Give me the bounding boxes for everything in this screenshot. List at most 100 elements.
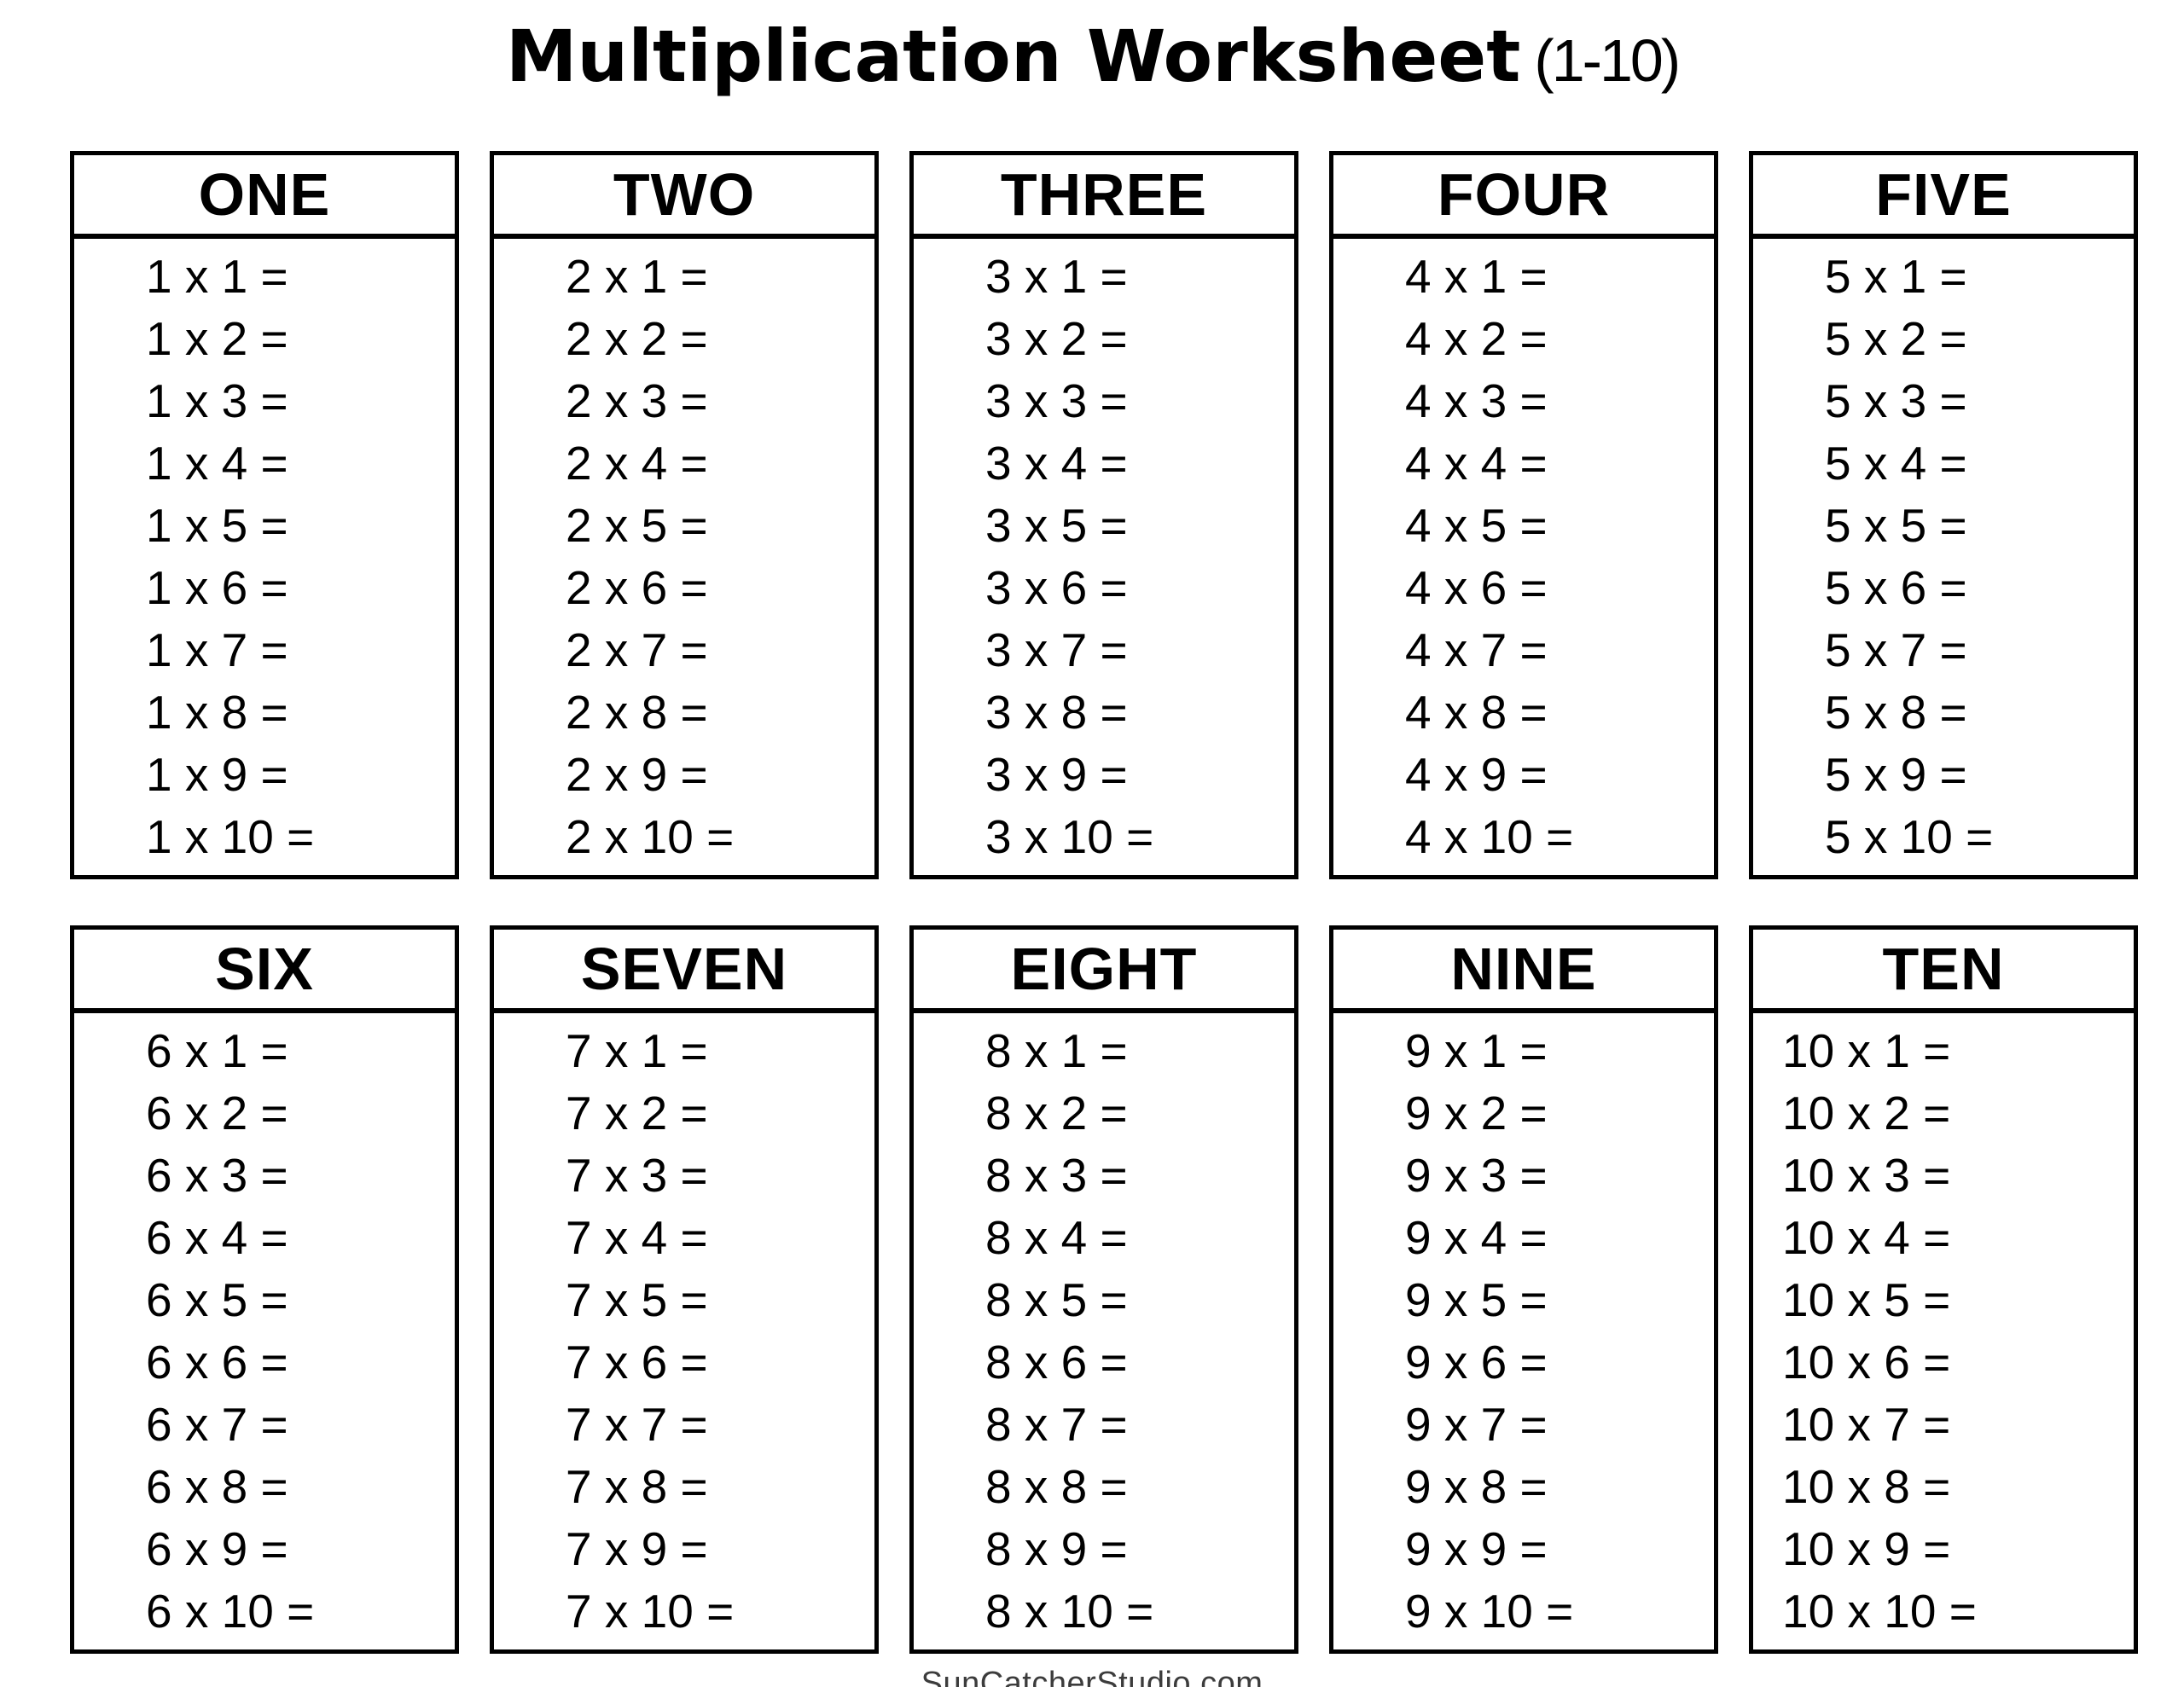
table-body: 1 x 1 = 1 x 2 = 1 x 3 = 1 x 4 = 1 x 5 = 1 x 6… <box>74 239 455 875</box>
table-ten: TEN 10 x 1 = 10 x 2 = 10 x 3 = 10 x 4 = 10 x… <box>1749 925 2138 1654</box>
problem-row: 1 x 6 = <box>146 561 288 614</box>
problem-row: 8 x 7 = <box>985 1398 1128 1451</box>
table-two: TWO 2 x 1 = 2 x 2 = 2 x 3 = 2 x 4 = 2 x 5 = 2… <box>490 151 879 879</box>
problem-row: 8 x 4 = <box>985 1211 1128 1264</box>
table-six: SIX 6 x 1 = 6 x 2 = 6 x 3 = 6 x 4 = 6 x 5 = 6… <box>70 925 459 1654</box>
table-header-label: EIGHT <box>914 930 1294 1013</box>
problem-row: 7 x 3 = <box>566 1149 708 1202</box>
table-body: 4 x 1 = 4 x 2 = 4 x 3 = 4 x 4 = 4 x 5 = 4 x 6… <box>1333 239 1714 875</box>
problem-row: 9 x 9 = <box>1405 1522 1548 1575</box>
problem-row: 5 x 1 = <box>1825 250 1967 303</box>
problem-row: 10 x 3 = <box>1782 1149 1951 1202</box>
problem-row: 2 x 2 = <box>566 312 708 365</box>
problem-row: 2 x 9 = <box>566 748 708 801</box>
problem-row: 4 x 5 = <box>1405 499 1548 552</box>
table-eight: EIGHT 8 x 1 = 8 x 2 = 8 x 3 = 8 x 4 = 8 x 5 … <box>909 925 1298 1654</box>
problem-row: 2 x 4 = <box>566 437 708 490</box>
problem-row: 5 x 10 = <box>1825 810 1994 863</box>
problem-row: 1 x 9 = <box>146 748 288 801</box>
table-body: 7 x 1 = 7 x 2 = 7 x 3 = 7 x 4 = 7 x 5 = 7 x 6… <box>494 1013 874 1649</box>
title-range: (1-10) <box>1534 27 1681 94</box>
problem-row: 4 x 4 = <box>1405 437 1548 490</box>
table-header-label: SEVEN <box>494 930 874 1013</box>
problem-row: 3 x 6 = <box>985 561 1128 614</box>
problem-row: 6 x 4 = <box>146 1211 288 1264</box>
title-main: Multiplication Worksheet <box>505 14 1521 98</box>
problem-row: 7 x 7 = <box>566 1398 708 1451</box>
problem-row: 2 x 7 = <box>566 623 708 676</box>
problem-row: 5 x 8 = <box>1825 686 1967 739</box>
problem-row: 9 x 7 = <box>1405 1398 1548 1451</box>
problem-row: 10 x 7 = <box>1782 1398 1951 1451</box>
problem-row: 10 x 8 = <box>1782 1460 1951 1513</box>
problem-row: 10 x 10 = <box>1782 1585 1977 1638</box>
table-body: 10 x 1 = 10 x 2 = 10 x 3 = 10 x 4 = 10 x 5 =… <box>1753 1013 2134 1649</box>
footer-site-text: SunCatcherStudio.com <box>921 1666 1263 1687</box>
page-title: Multiplication Worksheet (1-10) <box>0 0 2184 120</box>
problem-row: 1 x 7 = <box>146 623 288 676</box>
problem-row: 3 x 8 = <box>985 686 1128 739</box>
problem-row: 4 x 1 = <box>1405 250 1548 303</box>
table-header-label: ONE <box>74 155 455 239</box>
tables-row-1: ONE 1 x 1 = 1 x 2 = 1 x 3 = 1 x 4 = 1 x 5 = 1… <box>70 151 2138 879</box>
problem-row: 5 x 5 = <box>1825 499 1967 552</box>
problem-row: 1 x 10 = <box>146 810 315 863</box>
problem-row: 3 x 3 = <box>985 374 1128 427</box>
problem-row: 1 x 5 = <box>146 499 288 552</box>
problem-row: 9 x 10 = <box>1405 1585 1574 1638</box>
problem-row: 4 x 7 = <box>1405 623 1548 676</box>
problem-row: 1 x 2 = <box>146 312 288 365</box>
table-header-label: FIVE <box>1753 155 2134 239</box>
problem-row: 6 x 5 = <box>146 1273 288 1326</box>
problem-row: 1 x 1 = <box>146 250 288 303</box>
problem-row: 7 x 6 = <box>566 1336 708 1388</box>
footer: SunCatcherStudio.com <box>0 1666 2184 1687</box>
problem-row: 8 x 5 = <box>985 1273 1128 1326</box>
problem-row: 8 x 6 = <box>985 1336 1128 1388</box>
problem-row: 9 x 5 = <box>1405 1273 1548 1326</box>
problem-row: 7 x 2 = <box>566 1087 708 1139</box>
table-body: 2 x 1 = 2 x 2 = 2 x 3 = 2 x 4 = 2 x 5 = 2 x 6… <box>494 239 874 875</box>
problem-row: 7 x 9 = <box>566 1522 708 1575</box>
problem-row: 9 x 1 = <box>1405 1024 1548 1077</box>
table-header-label: NINE <box>1333 930 1714 1013</box>
problem-row: 10 x 5 = <box>1782 1273 1951 1326</box>
problem-row: 8 x 10 = <box>985 1585 1154 1638</box>
worksheet: ONE 1 x 1 = 1 x 2 = 1 x 3 = 1 x 4 = 1 x 5 = 1… <box>0 151 2184 1654</box>
problem-row: 2 x 10 = <box>566 810 735 863</box>
problem-row: 3 x 10 = <box>985 810 1154 863</box>
table-header-label: TWO <box>494 155 874 239</box>
problem-row: 7 x 10 = <box>566 1585 735 1638</box>
problem-row: 8 x 9 = <box>985 1522 1128 1575</box>
problem-row: 2 x 8 = <box>566 686 708 739</box>
problem-row: 8 x 2 = <box>985 1087 1128 1139</box>
problem-row: 3 x 9 = <box>985 748 1128 801</box>
table-three: THREE 3 x 1 = 3 x 2 = 3 x 3 = 3 x 4 = 3 x 5 … <box>909 151 1298 879</box>
problem-row: 4 x 8 = <box>1405 686 1548 739</box>
problem-row: 6 x 7 = <box>146 1398 288 1451</box>
problem-row: 10 x 4 = <box>1782 1211 1951 1264</box>
problem-row: 4 x 9 = <box>1405 748 1548 801</box>
problem-row: 4 x 6 = <box>1405 561 1548 614</box>
table-header-label: SIX <box>74 930 455 1013</box>
problem-row: 3 x 7 = <box>985 623 1128 676</box>
table-header-label: TEN <box>1753 930 2134 1013</box>
problem-row: 5 x 9 = <box>1825 748 1967 801</box>
table-seven: SEVEN 7 x 1 = 7 x 2 = 7 x 3 = 7 x 4 = 7 x 5 … <box>490 925 879 1654</box>
problem-row: 5 x 3 = <box>1825 374 1967 427</box>
problem-row: 5 x 2 = <box>1825 312 1967 365</box>
problem-row: 6 x 3 = <box>146 1149 288 1202</box>
table-body: 5 x 1 = 5 x 2 = 5 x 3 = 5 x 4 = 5 x 5 = 5 x 6… <box>1753 239 2134 875</box>
table-body: 9 x 1 = 9 x 2 = 9 x 3 = 9 x 4 = 9 x 5 = 9 x 6… <box>1333 1013 1714 1649</box>
problem-row: 2 x 5 = <box>566 499 708 552</box>
problem-row: 10 x 2 = <box>1782 1087 1951 1139</box>
table-body: 8 x 1 = 8 x 2 = 8 x 3 = 8 x 4 = 8 x 5 = 8 x 6… <box>914 1013 1294 1649</box>
problem-row: 3 x 2 = <box>985 312 1128 365</box>
table-header-label: FOUR <box>1333 155 1714 239</box>
problem-row: 4 x 10 = <box>1405 810 1574 863</box>
table-one: ONE 1 x 1 = 1 x 2 = 1 x 3 = 1 x 4 = 1 x 5 = 1… <box>70 151 459 879</box>
table-body: 6 x 1 = 6 x 2 = 6 x 3 = 6 x 4 = 6 x 5 = 6 x 6… <box>74 1013 455 1649</box>
problem-row: 6 x 1 = <box>146 1024 288 1077</box>
problem-row: 3 x 4 = <box>985 437 1128 490</box>
problem-row: 6 x 9 = <box>146 1522 288 1575</box>
